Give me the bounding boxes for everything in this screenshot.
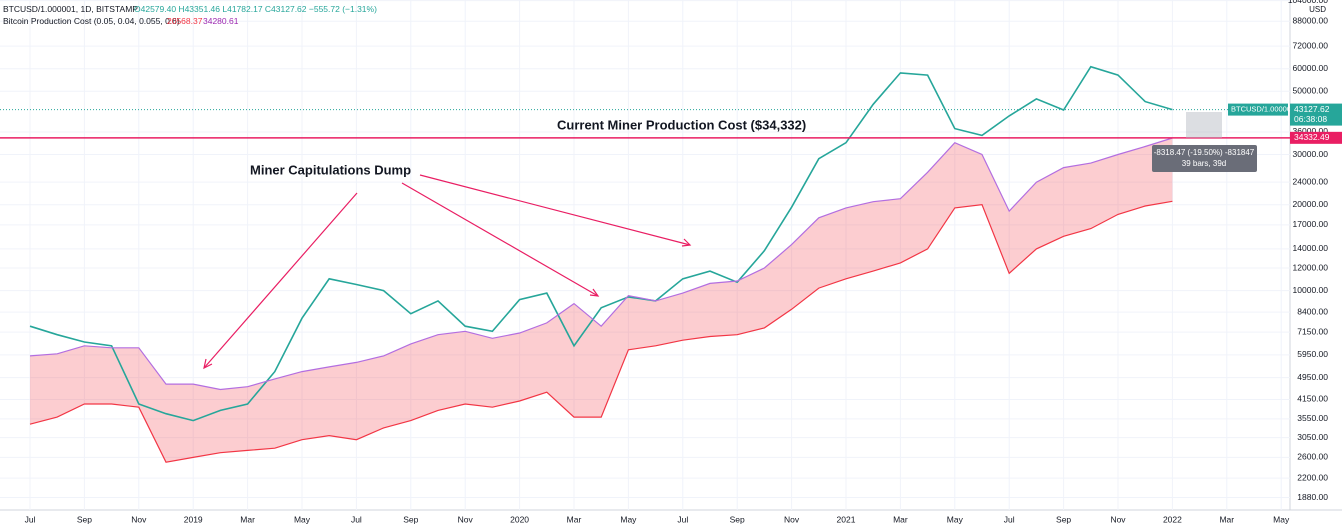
axis-background bbox=[1290, 0, 1342, 530]
x-tick-label: May bbox=[1273, 514, 1290, 524]
y-tick-label: 2200.00 bbox=[1297, 472, 1328, 482]
x-tick-label: Jul bbox=[351, 514, 362, 524]
x-tick-label: 2020 bbox=[510, 514, 529, 524]
ohlc: O42579.40 H43351.46 L41782.17 C43127.62 … bbox=[134, 4, 377, 14]
annotation: Miner Capitulations Dump bbox=[250, 162, 411, 177]
y-tick-label: 10000.00 bbox=[1293, 285, 1329, 295]
y-tick-label: 50000.00 bbox=[1293, 86, 1329, 96]
y-tick-label: 3550.00 bbox=[1297, 413, 1328, 423]
y-tick-label: 30000.00 bbox=[1293, 149, 1329, 159]
hline-tag bbox=[1290, 131, 1342, 144]
x-tick-label: Mar bbox=[1219, 514, 1234, 524]
y-tick-label: 4150.00 bbox=[1297, 394, 1328, 404]
measure-text: -8318.47 (-19.50%) -831847 bbox=[1154, 148, 1255, 157]
symbol-title: BTCUSD/1.000001, 1D, BITSTAMP bbox=[3, 4, 138, 14]
price-tag bbox=[1290, 103, 1342, 126]
y-tick-label: 1880.00 bbox=[1297, 492, 1328, 502]
x-tick-label: Nov bbox=[784, 514, 800, 524]
y-tick-label: 24000.00 bbox=[1293, 176, 1329, 186]
x-tick-label: Nov bbox=[458, 514, 474, 524]
annotation: Current Miner Production Cost ($34,332) bbox=[557, 117, 806, 132]
overlay: BTCUSD/1.000001, 1D, BITSTAMP O42579.40 … bbox=[3, 4, 1326, 370]
x-tick-label: 2021 bbox=[837, 514, 856, 524]
price-line bbox=[29, 65, 1173, 422]
y-tick-label: 60000.00 bbox=[1293, 63, 1329, 73]
x-tick-label: Mar bbox=[240, 514, 255, 524]
y-tick-label: 72000.00 bbox=[1293, 40, 1329, 50]
y-tick-label: 12000.00 bbox=[1293, 262, 1329, 272]
y-tick-label: 20000.00 bbox=[1293, 199, 1329, 209]
indicator-lower: 20568.37 bbox=[167, 16, 203, 26]
x-tick-label: Jul bbox=[25, 514, 36, 524]
plot bbox=[0, 65, 1290, 463]
x-tick-label: Mar bbox=[567, 514, 582, 524]
y-tick-label: 2600.00 bbox=[1297, 452, 1328, 462]
y-tick-label: 17000.00 bbox=[1293, 219, 1329, 229]
y-tick-label: 7150.00 bbox=[1297, 326, 1328, 336]
price-tag bbox=[1228, 103, 1288, 116]
measure-box bbox=[1186, 112, 1222, 138]
y-tick-label: 88000.00 bbox=[1293, 16, 1329, 26]
x-tick-label: May bbox=[620, 514, 637, 524]
x-tick-label: Mar bbox=[893, 514, 908, 524]
price-tag-name: BTCUSD/1.000001 bbox=[1231, 105, 1295, 114]
hline-label: 34332.49 bbox=[1294, 132, 1330, 142]
y-tick-label: 14000.00 bbox=[1293, 243, 1329, 253]
y-tick-label: 4950.00 bbox=[1297, 372, 1328, 382]
indicator-name: Bitcoin Production Cost (0.05, 0.04, 0.0… bbox=[3, 16, 180, 26]
y-tick-label: 5950.00 bbox=[1297, 349, 1328, 359]
x-tick-label: May bbox=[947, 514, 964, 524]
x-tick-label: Jul bbox=[677, 514, 688, 524]
cost-line bbox=[29, 137, 1173, 391]
grid bbox=[0, 0, 1290, 510]
measure-text: 39 bars, 39d bbox=[1182, 159, 1226, 168]
x-tick-label: May bbox=[294, 514, 311, 524]
x-tick-label: 2019 bbox=[184, 514, 203, 524]
arrows bbox=[203, 174, 692, 370]
x-tick-label: Sep bbox=[730, 514, 745, 524]
indicator-upper: 34280.61 bbox=[203, 16, 239, 26]
x-tick-label: Nov bbox=[1110, 514, 1126, 524]
axis-unit: USD bbox=[1309, 5, 1326, 14]
countdown: 06:38:08 bbox=[1294, 114, 1327, 124]
measure-tooltip bbox=[1152, 145, 1257, 172]
y-tick-label: 104000.00 bbox=[1288, 0, 1328, 5]
x-tick-label: 2022 bbox=[1163, 514, 1182, 524]
x-tick-label: Nov bbox=[131, 514, 147, 524]
price-label: 43127.62 bbox=[1294, 104, 1330, 114]
cost-band bbox=[30, 138, 1173, 463]
y-tick-label: 36000.00 bbox=[1293, 126, 1329, 136]
x-tick-label: Sep bbox=[1056, 514, 1071, 524]
y-tick-label: 3050.00 bbox=[1297, 432, 1328, 442]
y-tick-label: 8400.00 bbox=[1297, 306, 1328, 316]
cost-line bbox=[29, 200, 1173, 463]
x-tick-label: Sep bbox=[403, 514, 418, 524]
x-tick-label: Sep bbox=[77, 514, 92, 524]
x-tick-label: Jul bbox=[1004, 514, 1015, 524]
